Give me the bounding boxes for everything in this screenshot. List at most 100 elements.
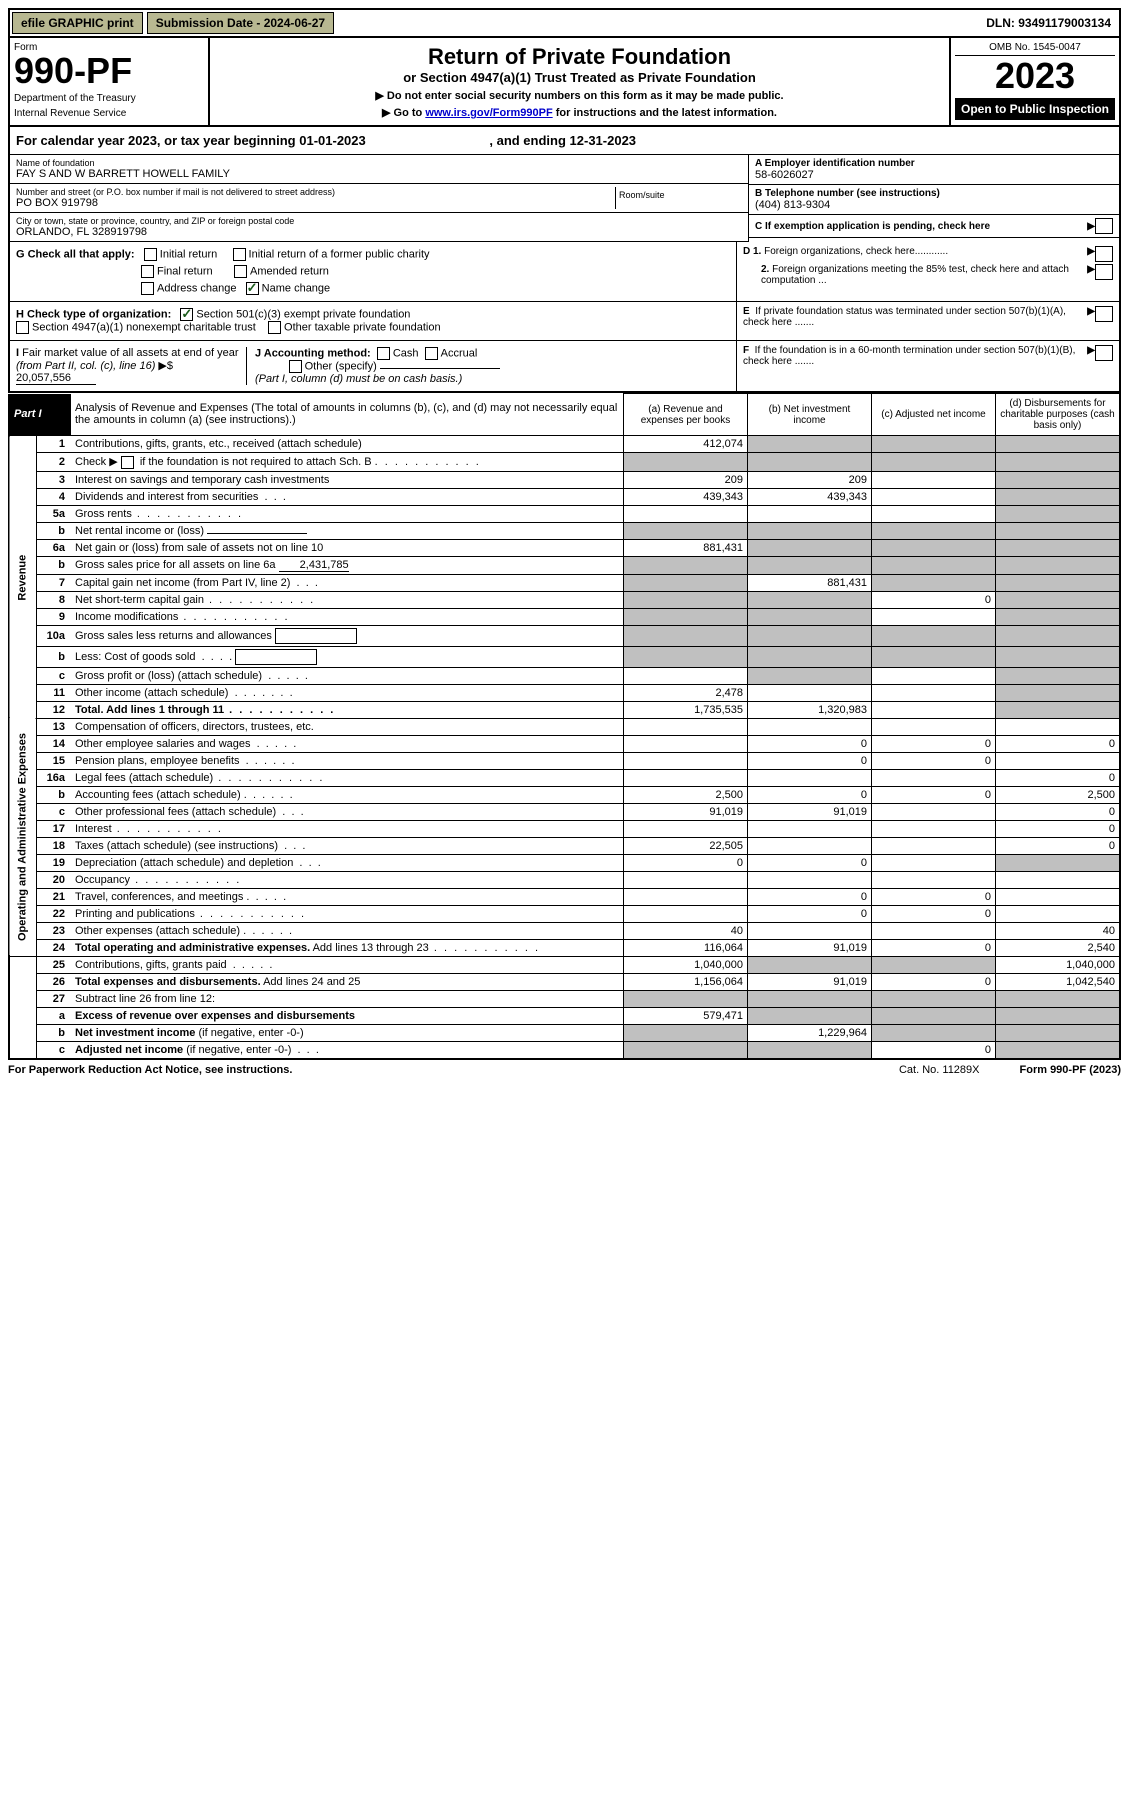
g6: Name change [262, 282, 331, 294]
line-desc: Interest [71, 820, 624, 837]
h2: Section 4947(a)(1) nonexempt charitable … [32, 321, 256, 333]
val-b: 1,320,983 [748, 701, 872, 718]
line-num: 15 [37, 752, 72, 769]
line-desc: Printing and publications [71, 905, 624, 922]
line-num: 9 [37, 608, 72, 625]
cb-d1[interactable] [1095, 246, 1113, 262]
val-b: 0 [748, 905, 872, 922]
line-desc: Gross sales less returns and allowances [71, 625, 624, 646]
cb-d2[interactable] [1095, 264, 1113, 280]
line-desc: Depreciation (attach schedule) and deple… [71, 854, 624, 871]
line-num: 3 [37, 471, 72, 488]
line-num: 7 [37, 574, 72, 591]
val-b: 209 [748, 471, 872, 488]
form-title-block: Return of Private Foundation or Section … [210, 38, 949, 125]
line-num: 5a [37, 505, 72, 522]
addr-label: Number and street (or P.O. box number if… [16, 187, 615, 197]
line-desc: Legal fees (attach schedule) [71, 769, 624, 786]
line-num: 20 [37, 871, 72, 888]
val-a: 412,074 [624, 436, 748, 453]
line-num: 11 [37, 684, 72, 701]
cb-accrual[interactable] [425, 347, 438, 360]
cb-4947[interactable] [16, 321, 29, 334]
line-desc: Contributions, gifts, grants, etc., rece… [71, 436, 624, 453]
val-c: 0 [872, 591, 996, 608]
cb-other-method[interactable] [289, 360, 302, 373]
cb-name-change[interactable] [246, 282, 259, 295]
form-note2: ▶ Go to www.irs.gov/Form990PF for instru… [216, 106, 943, 119]
top-bar: efile GRAPHIC print Submission Date - 20… [8, 8, 1121, 38]
line-num: 26 [37, 973, 72, 990]
line-num: 23 [37, 922, 72, 939]
val-c: 0 [872, 905, 996, 922]
line-desc: Income modifications [71, 608, 624, 625]
line-num: 17 [37, 820, 72, 837]
efile-button[interactable]: efile GRAPHIC print [12, 12, 143, 34]
city-label: City or town, state or province, country… [16, 216, 742, 226]
cb-final-return[interactable] [141, 265, 154, 278]
tax-year: 2023 [955, 56, 1115, 96]
phone-label: B Telephone number (see instructions) [755, 188, 1113, 199]
g5: Address change [157, 282, 237, 294]
line-desc: Compensation of officers, directors, tru… [71, 718, 624, 735]
part1-table: Part I Analysis of Revenue and Expenses … [8, 393, 1121, 1060]
val-a: 1,735,535 [624, 701, 748, 718]
val-a: 209 [624, 471, 748, 488]
cb-initial-former[interactable] [233, 248, 246, 261]
foundation-city: ORLANDO, FL 328919798 [16, 226, 742, 238]
j-note: (Part I, column (d) must be on cash basi… [255, 373, 462, 385]
line-num: 19 [37, 854, 72, 871]
paperwork-notice: For Paperwork Reduction Act Notice, see … [8, 1064, 292, 1076]
cb-e[interactable] [1095, 306, 1113, 322]
line-num: 25 [37, 956, 72, 973]
val-b: 439,343 [748, 488, 872, 505]
val-d: 1,040,000 [996, 956, 1121, 973]
dln: DLN: 93491179003134 [986, 16, 1119, 30]
line-desc: Gross rents [71, 505, 624, 522]
val-a: 116,064 [624, 939, 748, 956]
cb-schb[interactable] [121, 456, 134, 469]
line-num: 16a [37, 769, 72, 786]
line-desc: Capital gain net income (from Part IV, l… [71, 574, 624, 591]
col-c-header: (c) Adjusted net income [872, 394, 996, 436]
check-section-g: G Check all that apply: Initial return I… [8, 242, 1121, 302]
revenue-label: Revenue [9, 436, 37, 719]
foundation-name: FAY S AND W BARRETT HOWELL FAMILY [16, 168, 742, 180]
form-ref: Form 990-PF (2023) [1020, 1064, 1122, 1076]
form990pf-link[interactable]: www.irs.gov/Form990PF [425, 107, 552, 119]
ein-value: 58-6026027 [755, 169, 1113, 181]
col-d-header: (d) Disbursements for charitable purpose… [996, 394, 1121, 436]
col-b-header: (b) Net investment income [748, 394, 872, 436]
line-desc: Gross profit or (loss) (attach schedule)… [71, 667, 624, 684]
line-num: 14 [37, 735, 72, 752]
form-header: Form 990-PF Department of the Treasury I… [8, 38, 1121, 127]
val-a: 579,471 [624, 1007, 748, 1024]
cb-initial-return[interactable] [144, 248, 157, 261]
page-footer: For Paperwork Reduction Act Notice, see … [8, 1060, 1121, 1076]
cb-other-taxable[interactable] [268, 321, 281, 334]
open-inspection: Open to Public Inspection [955, 98, 1115, 120]
line-num: 10a [37, 625, 72, 646]
cb-501c3[interactable] [180, 308, 193, 321]
line-desc: Gross sales price for all assets on line… [71, 556, 624, 574]
val-d: 1,042,540 [996, 973, 1121, 990]
cb-cash[interactable] [377, 347, 390, 360]
line-num: 8 [37, 591, 72, 608]
val-b: 881,431 [748, 574, 872, 591]
line-num: b [37, 646, 72, 667]
line-num: c [37, 667, 72, 684]
cb-address-change[interactable] [141, 282, 154, 295]
line-num: 12 [37, 701, 72, 718]
line-desc: Total. Add lines 1 through 11 [71, 701, 624, 718]
g2: Initial return of a former public charit… [249, 248, 430, 260]
g-label: G Check all that apply: [16, 248, 135, 260]
irs-label: Internal Revenue Service [14, 108, 204, 119]
val-d: 0 [996, 803, 1121, 820]
cb-amended[interactable] [234, 265, 247, 278]
val-b: 0 [748, 752, 872, 769]
val-a: 91,019 [624, 803, 748, 820]
exemption-checkbox[interactable] [1095, 218, 1113, 234]
val-b: 0 [748, 735, 872, 752]
cb-f[interactable] [1095, 345, 1113, 361]
val-d: 0 [996, 820, 1121, 837]
